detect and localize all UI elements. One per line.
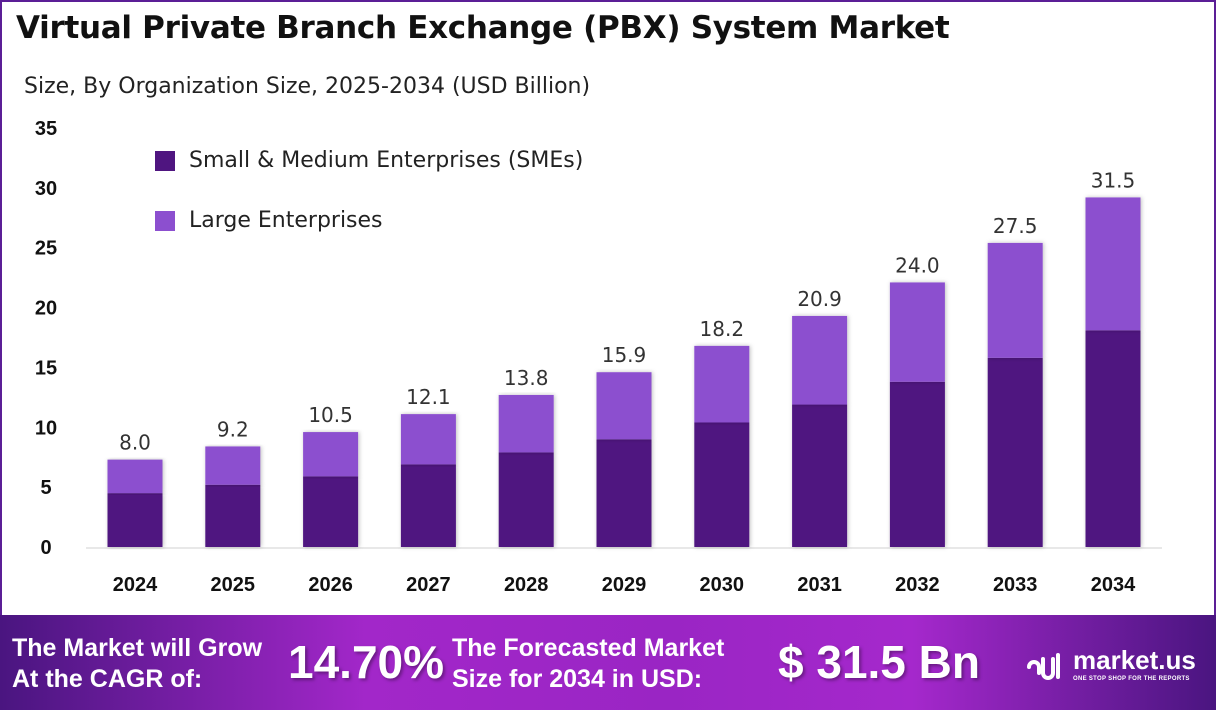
forecast-label-line1: The Forecasted Market <box>452 634 725 662</box>
forecast-label-line2: Size for 2034 in USD: <box>452 665 703 693</box>
total-label: 31.5 <box>1091 168 1136 192</box>
legend-swatch-smes <box>155 150 175 171</box>
bar-smes <box>498 452 554 547</box>
x-tick-label: 2032 <box>895 574 940 596</box>
cagr-label: The Market will Grow At the CAGR of: <box>12 633 262 695</box>
y-tick-label: 10 <box>35 417 57 439</box>
legend-item-smes: Small & Medium Enterprises (SMEs) <box>155 148 583 173</box>
cagr-label-line2: At the CAGR of: <box>12 665 203 693</box>
y-tick-label: 15 <box>35 357 57 379</box>
x-tick-label: 2025 <box>211 574 256 596</box>
x-tick-label: 2033 <box>993 574 1038 596</box>
y-tick-label: 30 <box>35 178 57 200</box>
bar-smes <box>889 381 945 547</box>
x-tick-label: 2031 <box>797 574 842 596</box>
total-label: 13.8 <box>504 366 549 390</box>
total-label: 27.5 <box>993 214 1038 238</box>
bar-large <box>400 414 456 465</box>
legend-label-smes: Small & Medium Enterprises (SMEs) <box>189 148 584 173</box>
bar-smes <box>987 357 1043 547</box>
bar-large <box>205 446 261 485</box>
x-tick-label: 2028 <box>504 574 549 596</box>
legend-swatch-large <box>155 210 175 231</box>
y-tick-label: 25 <box>35 238 57 260</box>
bar-smes <box>205 484 261 547</box>
bar-large <box>792 315 848 405</box>
cagr-value: 14.70% <box>288 636 445 688</box>
y-tick-label: 35 <box>35 118 57 140</box>
y-tick-label: 0 <box>40 537 51 559</box>
total-label: 12.1 <box>406 385 451 409</box>
x-tick-label: 2024 <box>113 574 158 596</box>
x-tick-label: 2027 <box>406 574 451 596</box>
total-label: 15.9 <box>602 343 647 367</box>
x-tick-label: 2026 <box>308 574 353 596</box>
total-label: 20.9 <box>797 287 842 311</box>
bar-large <box>107 459 163 494</box>
bar-large <box>498 394 554 453</box>
logo-tagline: ONE STOP SHOP FOR THE REPORTS <box>1073 676 1190 682</box>
total-label: 10.5 <box>308 403 353 427</box>
total-label: 18.2 <box>700 317 745 341</box>
bar-smes <box>694 422 750 547</box>
total-label: 8.0 <box>119 431 151 455</box>
bar-large <box>889 282 945 382</box>
legend-item-large: Large Enterprises <box>155 208 383 233</box>
total-label: 24.0 <box>895 253 940 277</box>
x-tick-label: 2030 <box>700 574 745 596</box>
x-tick-label: 2029 <box>602 574 647 596</box>
bar-large <box>987 242 1043 358</box>
legend-label-large: Large Enterprises <box>189 208 383 233</box>
chart-subtitle: Size, By Organization Size, 2025-2034 (U… <box>24 74 591 99</box>
y-tick-label: 20 <box>35 298 57 320</box>
bar-smes <box>107 493 163 547</box>
bar-smes <box>303 476 359 547</box>
stacked-bar-chart: 051015202530358.020249.2202510.5202612.1… <box>35 118 1162 596</box>
total-label: 9.2 <box>217 417 249 441</box>
bar-smes <box>1085 330 1141 547</box>
forecast-label: The Forecasted Market Size for 2034 in U… <box>452 633 724 695</box>
bar-smes <box>792 404 848 547</box>
bar-smes <box>400 464 456 547</box>
bar-large <box>694 345 750 423</box>
bar-large <box>303 432 359 477</box>
chart-title: Virtual Private Branch Exchange (PBX) Sy… <box>16 10 950 46</box>
bar-smes <box>596 439 652 547</box>
summary-banner: The Market will Grow At the CAGR of: 14.… <box>0 615 1216 710</box>
cagr-label-line1: The Market will Grow <box>12 634 263 662</box>
bar-large <box>1085 197 1141 331</box>
logo-name: market.us <box>1073 645 1196 675</box>
bar-large <box>596 372 652 440</box>
market-us-logo: market.us ONE STOP SHOP FOR THE REPORTS <box>1025 645 1196 682</box>
y-tick-label: 5 <box>40 477 51 499</box>
x-tick-label: 2034 <box>1091 574 1136 596</box>
forecast-value: $ 31.5 Bn <box>778 636 980 688</box>
logo-mark-icon <box>1027 652 1060 680</box>
